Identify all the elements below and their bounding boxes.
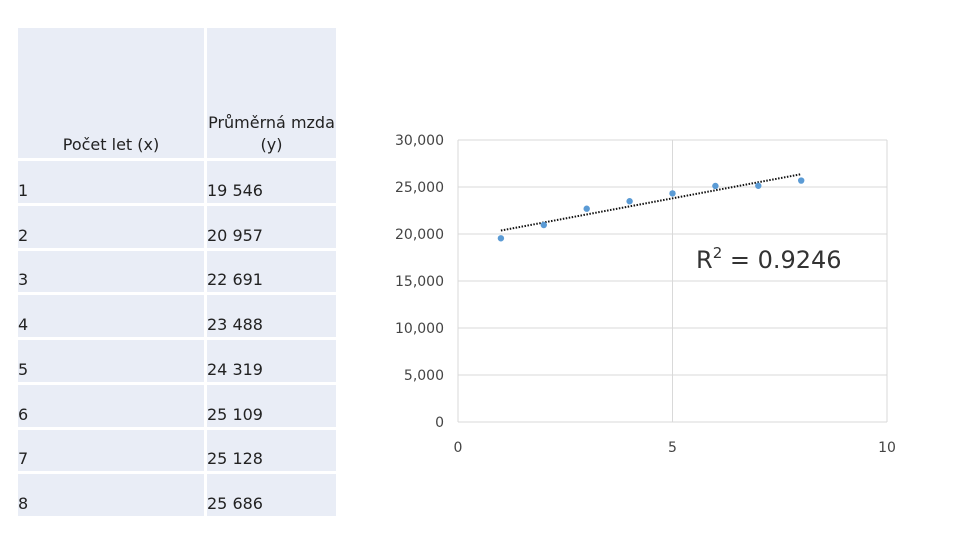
table-row-y-cell: 20 957 (207, 206, 336, 248)
table-row-x-cell: 3 (18, 251, 204, 292)
header-x: Počet let (x) (18, 28, 204, 158)
cell-x-value: 2 (18, 226, 29, 245)
y-tick-label: 15,000 (395, 274, 444, 290)
cell-x-value: 7 (18, 449, 29, 468)
table-row-x-cell: 5 (18, 340, 204, 382)
r-squared-value: = 0.9246 (722, 246, 841, 274)
y-tick-label: 25,000 (395, 180, 444, 196)
x-tick-label: 5 (668, 440, 677, 456)
cell-y-value: 25 128 (207, 449, 263, 468)
table-row-x-cell: 6 (18, 385, 204, 427)
r-squared-label: R2 = 0.9246 (696, 244, 842, 274)
header-y-label: Průměrná mzda (y) (208, 113, 335, 154)
y-tick-label: 10,000 (395, 321, 444, 337)
table-row-y-cell: 22 691 (207, 251, 336, 292)
data-point (755, 182, 762, 189)
cell-y-value: 20 957 (207, 226, 263, 245)
header-x-label: Počet let (x) (62, 135, 160, 154)
table-row-y-cell: 25 128 (207, 430, 336, 471)
table-row-x-cell: 2 (18, 206, 204, 248)
data-point (626, 198, 633, 205)
table-row-y-cell: 24 319 (207, 340, 336, 382)
cell-x-value: 6 (18, 405, 29, 424)
cell-x-value: 3 (18, 270, 29, 289)
table-row-x-cell: 4 (18, 295, 204, 337)
cell-x-value: 1 (18, 181, 29, 200)
cell-y-value: 19 546 (207, 181, 263, 200)
trendline (500, 173, 802, 232)
table-row-y-cell: 25 686 (207, 474, 336, 516)
y-tick-label: 20,000 (395, 227, 444, 243)
y-tick-label: 30,000 (395, 133, 444, 149)
header-y: Průměrná mzda (y) (207, 28, 336, 158)
cell-y-value: 25 109 (207, 405, 263, 424)
y-tick-label: 5,000 (404, 368, 444, 384)
r-squared-exponent: 2 (713, 244, 723, 262)
data-point (798, 177, 805, 184)
table-row-x-cell: 8 (18, 474, 204, 516)
cell-x-value: 5 (18, 360, 29, 379)
data-point (712, 182, 719, 190)
data-point (669, 190, 676, 197)
table-row-x-cell: 1 (18, 161, 204, 203)
r-squared-prefix: R (696, 246, 713, 274)
x-tick-label: 0 (454, 440, 463, 456)
cell-y-value: 25 686 (207, 494, 263, 513)
table-row-y-cell: 23 488 (207, 295, 336, 337)
y-tick-label: 0 (435, 415, 444, 431)
table-row-y-cell: 25 109 (207, 385, 336, 427)
data-point (583, 205, 590, 212)
table-row-y-cell: 19 546 (207, 161, 336, 203)
cell-x-value: 4 (18, 315, 29, 334)
x-tick-label: 10 (878, 440, 896, 456)
cell-y-value: 22 691 (207, 270, 263, 289)
cell-y-value: 23 488 (207, 315, 263, 334)
data-point (540, 221, 547, 229)
data-point (497, 235, 505, 242)
cell-x-value: 8 (18, 494, 29, 513)
scatter-chart: 0 5,000 10,000 15,000 20,000 25,000 30,000 0 5 10… (395, 133, 896, 456)
cell-y-value: 24 319 (207, 360, 263, 379)
table-row-x-cell: 7 (18, 430, 204, 471)
